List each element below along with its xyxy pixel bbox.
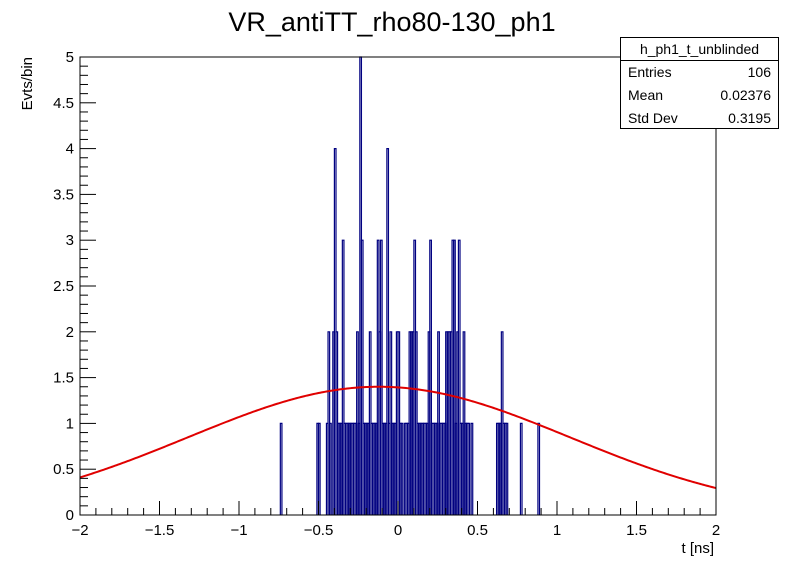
x-tick-label: −1.5 xyxy=(145,522,175,539)
histogram-bar xyxy=(453,239,456,515)
y-tick-label: 2.5 xyxy=(53,278,74,295)
histogram-bar xyxy=(429,239,432,515)
y-tick-label: 1 xyxy=(66,415,74,432)
histogram-bar xyxy=(519,422,523,515)
y-tick-label: 1.5 xyxy=(53,370,74,387)
stats-entries-label: Entries xyxy=(628,64,672,80)
x-tick-label: 2 xyxy=(712,522,720,539)
y-axis-title: Evts/bin xyxy=(19,57,36,110)
y-tick-label: 3.5 xyxy=(53,186,74,203)
histogram-bar xyxy=(470,422,474,515)
x-tick-label: −0.5 xyxy=(304,522,334,539)
y-tick-label: 0.5 xyxy=(53,461,74,478)
y-tick-label: 2 xyxy=(66,324,74,341)
stats-mean-value: 0.02376 xyxy=(720,87,771,103)
y-tick-label: 5 xyxy=(66,49,74,66)
x-tick-label: 1.5 xyxy=(626,522,647,539)
histogram-bar xyxy=(279,422,283,515)
axes: −2 −1.5 −1 −0.5 0 0.5 1 1.5 2 0 0.5 1 1.5 2 2.5 3 3.5 4 4.… xyxy=(53,49,720,539)
histogram-bar xyxy=(537,422,541,515)
fit-curve-layer xyxy=(79,385,717,490)
stats-entries-row: Entries 106 xyxy=(621,61,778,84)
histogram-bars xyxy=(279,56,541,515)
stats-box-title: h_ph1_t_unblinded xyxy=(621,38,778,61)
x-tick-label: −1 xyxy=(230,522,247,539)
x-tick-label: −2 xyxy=(71,522,88,539)
stats-box: h_ph1_t_unblinded Entries 106 Mean 0.023… xyxy=(620,37,779,129)
x-axis-title: t [ns] xyxy=(681,540,714,557)
y-tick-label: 4 xyxy=(66,141,74,158)
fit-curve xyxy=(79,385,717,490)
stats-mean-row: Mean 0.02376 xyxy=(621,84,778,107)
histogram-bar xyxy=(457,239,461,515)
histogram-bar xyxy=(467,422,471,515)
chart-title: VR_antiTT_rho80-130_ph1 xyxy=(228,7,555,37)
y-tick-label: 3 xyxy=(66,232,74,249)
stats-stddev-row: Std Dev 0.3195 xyxy=(621,107,778,130)
histogram-bar xyxy=(360,239,364,515)
histogram-bar xyxy=(505,422,509,515)
histogram-bar xyxy=(341,239,345,515)
x-tick-label: 1 xyxy=(553,522,561,539)
stats-mean-label: Mean xyxy=(628,87,664,103)
x-tick-label: 0 xyxy=(394,522,402,539)
y-tick-label: 4.5 xyxy=(53,95,74,112)
histogram-bar xyxy=(379,239,383,515)
stats-stddev-value: 0.3195 xyxy=(728,110,771,126)
histogram-bar xyxy=(329,422,332,515)
y-tick-label: 0 xyxy=(66,507,74,524)
histogram-bar xyxy=(400,422,404,515)
histogram-bar xyxy=(317,422,321,515)
stats-stddev-label: Std Dev xyxy=(628,110,678,126)
x-tick-label: 0.5 xyxy=(467,522,488,539)
histogram-bar xyxy=(386,148,390,515)
stats-entries-value: 106 xyxy=(747,64,771,80)
